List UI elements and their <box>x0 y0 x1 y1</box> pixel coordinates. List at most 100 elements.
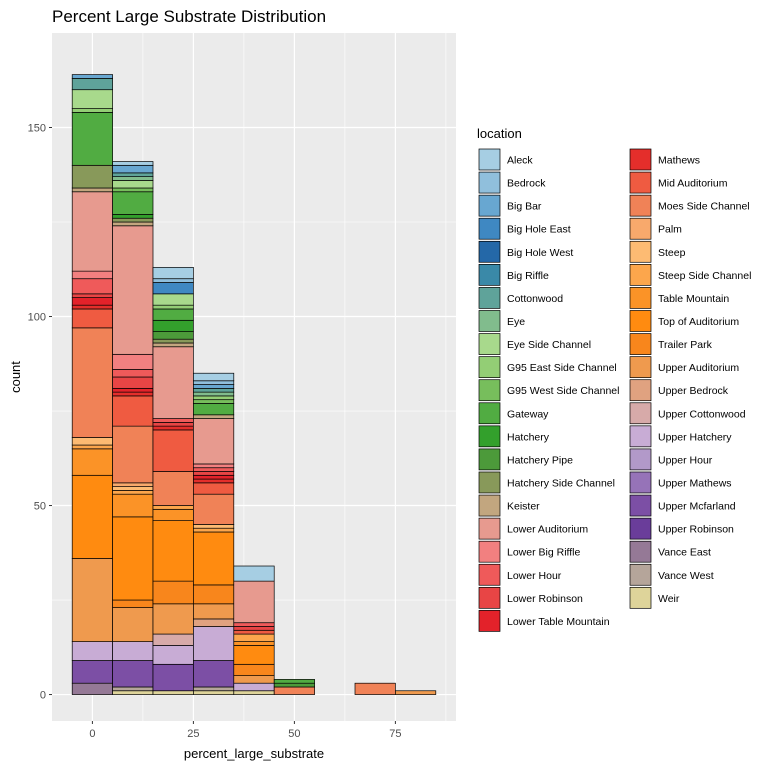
bar-segment <box>233 629 275 635</box>
legend-swatch <box>478 471 501 494</box>
bar-segment <box>152 304 194 310</box>
bar-segment <box>112 180 154 189</box>
bar-segment <box>193 527 235 533</box>
bar-segment <box>112 387 154 393</box>
bar-segment <box>152 580 194 605</box>
legend-label: Lower Big Riffle <box>507 547 581 559</box>
legend-label: Steep <box>658 247 686 259</box>
bar-segment <box>71 78 113 91</box>
bar-segment <box>71 270 113 280</box>
bar-segment <box>193 690 235 695</box>
bar-segment <box>152 471 194 506</box>
bar-segment <box>112 395 154 427</box>
bar-segment <box>152 633 194 646</box>
bar-segment <box>71 191 113 272</box>
bar-segment <box>233 645 275 665</box>
bar-segment <box>112 686 154 692</box>
legend-label: Gateway <box>507 408 549 420</box>
legend-swatch <box>629 471 652 494</box>
legend-swatch <box>629 517 652 540</box>
legend-swatch <box>478 540 501 563</box>
bar-segment <box>193 418 235 465</box>
bar-segment <box>193 395 235 401</box>
bar-segment <box>112 217 154 223</box>
bar-segment <box>193 391 235 397</box>
bars <box>71 74 437 695</box>
legend-swatch <box>629 287 652 309</box>
bar-segment <box>112 607 154 642</box>
legend-title: location <box>477 126 522 141</box>
bar-segment <box>112 164 154 174</box>
bar-segment <box>152 267 194 280</box>
bar-segment <box>71 448 113 476</box>
bar-segment <box>152 508 194 521</box>
bar-segment <box>152 278 194 283</box>
legend-label: Upper Mathews <box>658 477 732 489</box>
legend-label: Moes Side Channel <box>658 201 750 213</box>
legend-label: Keister <box>507 501 540 513</box>
bar-segment <box>273 682 315 688</box>
bar-segment <box>152 663 194 692</box>
legend-swatch <box>629 356 652 378</box>
bar-segment <box>193 618 235 627</box>
legend-label: Big Bar <box>507 201 542 213</box>
legend-label: Upper Robinson <box>658 524 734 536</box>
legend-swatch <box>478 148 501 171</box>
legend-swatch <box>629 448 652 471</box>
bar-segment <box>112 690 154 695</box>
bar-segment <box>152 282 194 295</box>
legend-label: Lower Auditorium <box>507 524 588 536</box>
bar-segment <box>273 679 315 684</box>
bar-segment <box>112 191 154 215</box>
bar-segment <box>233 626 275 631</box>
legend-swatch <box>478 517 501 540</box>
y-tick-label: 0 <box>40 690 46 702</box>
bar-segment <box>112 425 154 484</box>
bar-segment <box>112 660 154 688</box>
bar-segment <box>395 690 437 695</box>
bar-segment <box>71 327 113 438</box>
legend-swatch <box>629 333 652 355</box>
bar-segment <box>193 493 235 525</box>
bar-segment <box>152 645 194 665</box>
bar-segment <box>112 353 154 370</box>
legend-label: Upper Auditorium <box>658 362 739 374</box>
legend-swatch <box>478 586 501 609</box>
bar-segment <box>152 338 194 344</box>
legend-swatch <box>478 448 501 471</box>
bar-segment <box>193 372 235 382</box>
bar-segment <box>152 603 194 635</box>
bar-segment <box>112 376 154 389</box>
bar-segment <box>112 641 154 661</box>
legend-label: Steep Side Channel <box>658 270 751 282</box>
legend-swatch <box>478 264 501 286</box>
legend-label: Upper Mcfarland <box>658 501 736 513</box>
bar-segment <box>354 682 396 695</box>
legend-label: Bedrock <box>507 178 546 190</box>
x-tick-label: 75 <box>389 728 401 740</box>
bar-segment <box>152 690 194 695</box>
legend-label: Eye Side Channel <box>507 339 591 351</box>
bar-segment <box>193 686 235 692</box>
bar-segment <box>112 214 154 219</box>
legend-label: Hatchery Pipe <box>507 454 573 466</box>
bar-segment <box>112 172 154 177</box>
bar-segment <box>193 626 235 661</box>
legend-swatch <box>478 379 501 402</box>
bar-segment <box>152 308 194 321</box>
bar-segment <box>233 690 275 695</box>
legend-swatch <box>629 402 652 425</box>
bar-segment <box>112 493 154 518</box>
legend-swatch <box>629 540 652 563</box>
legend-label: Weir <box>658 593 680 605</box>
bar-segment <box>193 471 235 476</box>
legend-label: Upper Hatchery <box>658 431 732 443</box>
bar-segment <box>71 308 113 329</box>
legend-swatch <box>629 310 652 332</box>
x-tick-label: 0 <box>89 728 95 740</box>
bar-segment <box>71 444 113 450</box>
bar-segment <box>193 478 235 484</box>
legend-label: Big Hole West <box>507 247 573 259</box>
bar-segment <box>112 486 154 491</box>
